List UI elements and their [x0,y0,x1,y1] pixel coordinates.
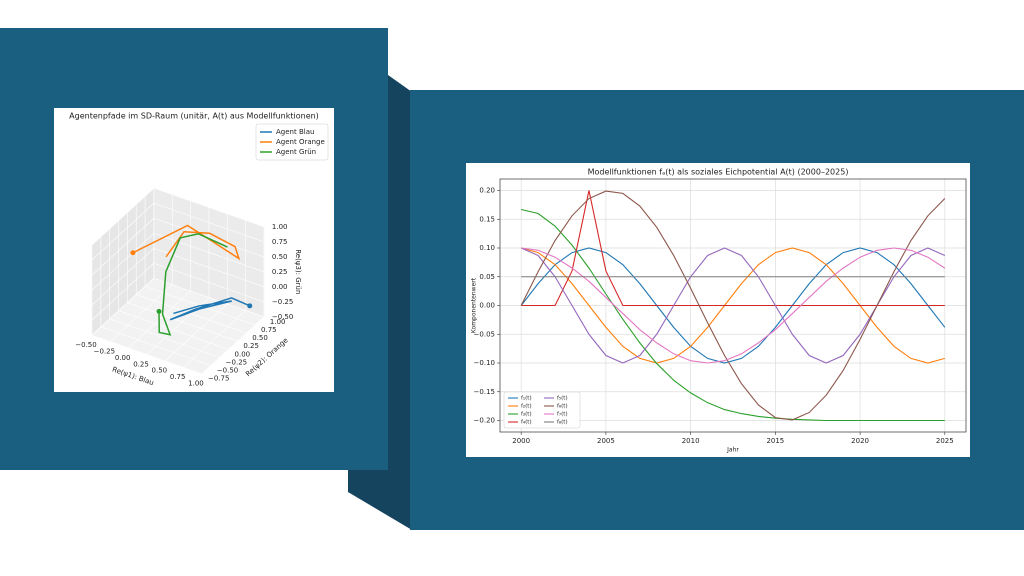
grid-line [201,316,265,374]
x-tick-label: 2015 [766,437,784,445]
grid-line [153,232,264,273]
x-tick-label: 2005 [597,437,615,445]
legend-label: f₁(t) [521,396,532,402]
x-tick-label: −0.25 [94,347,115,355]
grid-line [91,263,155,321]
legend-label: Agent Blau [276,128,314,136]
x-axis-label: Jahr [726,447,739,454]
y-tick-label: 0.25 [243,342,259,350]
y-tick-label: 0.05 [479,273,495,281]
grid-line [153,277,264,318]
y-tick-label: −0.25 [226,358,247,366]
grid-line [136,294,247,334]
grid-line [183,310,246,368]
legend-box [255,123,329,161]
agent-path [158,233,228,336]
y-tick-label: −0.10 [474,359,495,367]
grid-line [91,248,155,306]
agent-path [132,224,241,261]
y-tick-label: −0.05 [474,330,495,338]
function-line [521,247,945,364]
y-tick-label: 0.20 [479,187,495,195]
legend-label: f₅(t) [557,396,568,402]
z-tick-label: −0.25 [272,298,293,306]
legend-label: f₈(t) [557,420,568,426]
grid-line [91,233,155,291]
legend-label: f₂(t) [521,404,532,410]
plot-frame [499,178,967,433]
x-tick-label: 2010 [682,437,700,445]
y-tick-label: 0.50 [252,334,268,342]
grid-line [153,202,264,243]
legend-label: f₆(t) [557,404,568,410]
grid-line [153,217,264,258]
x-tick-label: 0.75 [170,373,186,381]
grid-line [146,297,210,355]
y-tick-label: 0.00 [479,302,495,310]
function-line [521,208,945,422]
y-tick-label: 0.10 [479,244,495,252]
x-tick-label: −0.50 [75,341,96,349]
grid-line [100,326,211,366]
legend-label: f₃(t) [521,412,532,418]
end-marker [247,303,253,309]
grid-line [91,218,155,276]
legend-box [503,391,581,429]
z-tick-label: 0.50 [272,253,288,261]
x-tick-label: 2000 [512,437,530,445]
agent-path [169,297,251,321]
legend-label: f₇(t) [557,412,568,418]
legend-label: Agent Orange [276,138,325,146]
y-tick-label: −0.20 [474,417,495,425]
grid-line [91,188,155,246]
y-tick-label: 0.00 [235,350,251,358]
grid-line [153,262,264,303]
end-marker [156,308,162,314]
grid-line [91,334,203,374]
grid-line [153,187,264,228]
end-marker [130,250,136,256]
y-tick-label: −0.75 [208,375,229,383]
z-tick-label: 1.00 [272,223,288,231]
grid-line [153,247,264,288]
chart-title: Agentenpfade im SD-Raum (unitär, A(t) au… [69,112,319,121]
x-tick-label: 2020 [851,437,869,445]
z-tick-label: 0.25 [272,268,288,276]
function-line [520,190,946,421]
y-tick-label: 1.00 [270,318,286,326]
z-axis-label: Re(ψ3): Grün [294,249,302,294]
grid-line [91,203,155,261]
grid-line [109,318,220,358]
function-line [521,247,946,364]
grid-line [127,302,238,342]
x-tick-label: 0.50 [152,367,168,375]
function-line [521,190,945,307]
grid-line [165,303,228,361]
y-axis-label: Komponentenwert [471,277,478,333]
connector [348,75,412,530]
z-tick-label: 0.00 [272,283,288,291]
y-tick-label: −0.50 [217,367,238,375]
x-tick-label: 0.00 [115,354,131,362]
y-tick-label: 0.15 [479,215,495,223]
y-tick-label: 0.75 [261,326,277,334]
z-tick-label: −0.50 [272,313,293,321]
grid-line [118,310,229,350]
y-tick-label: −0.15 [474,388,495,396]
grid-line [91,278,155,336]
chart-title: Modellfunktionen fₐ(t) als soziales Eich… [588,168,849,177]
x-tick-label: 0.25 [133,360,149,368]
grid-line [110,284,173,342]
x-tick-label: 1.00 [188,380,204,388]
x-tick-label: 2025 [936,437,954,445]
z-tick-label: 0.75 [272,238,288,246]
legend-label: Agent Grün [276,148,316,156]
legend-label: f₄(t) [521,420,532,426]
